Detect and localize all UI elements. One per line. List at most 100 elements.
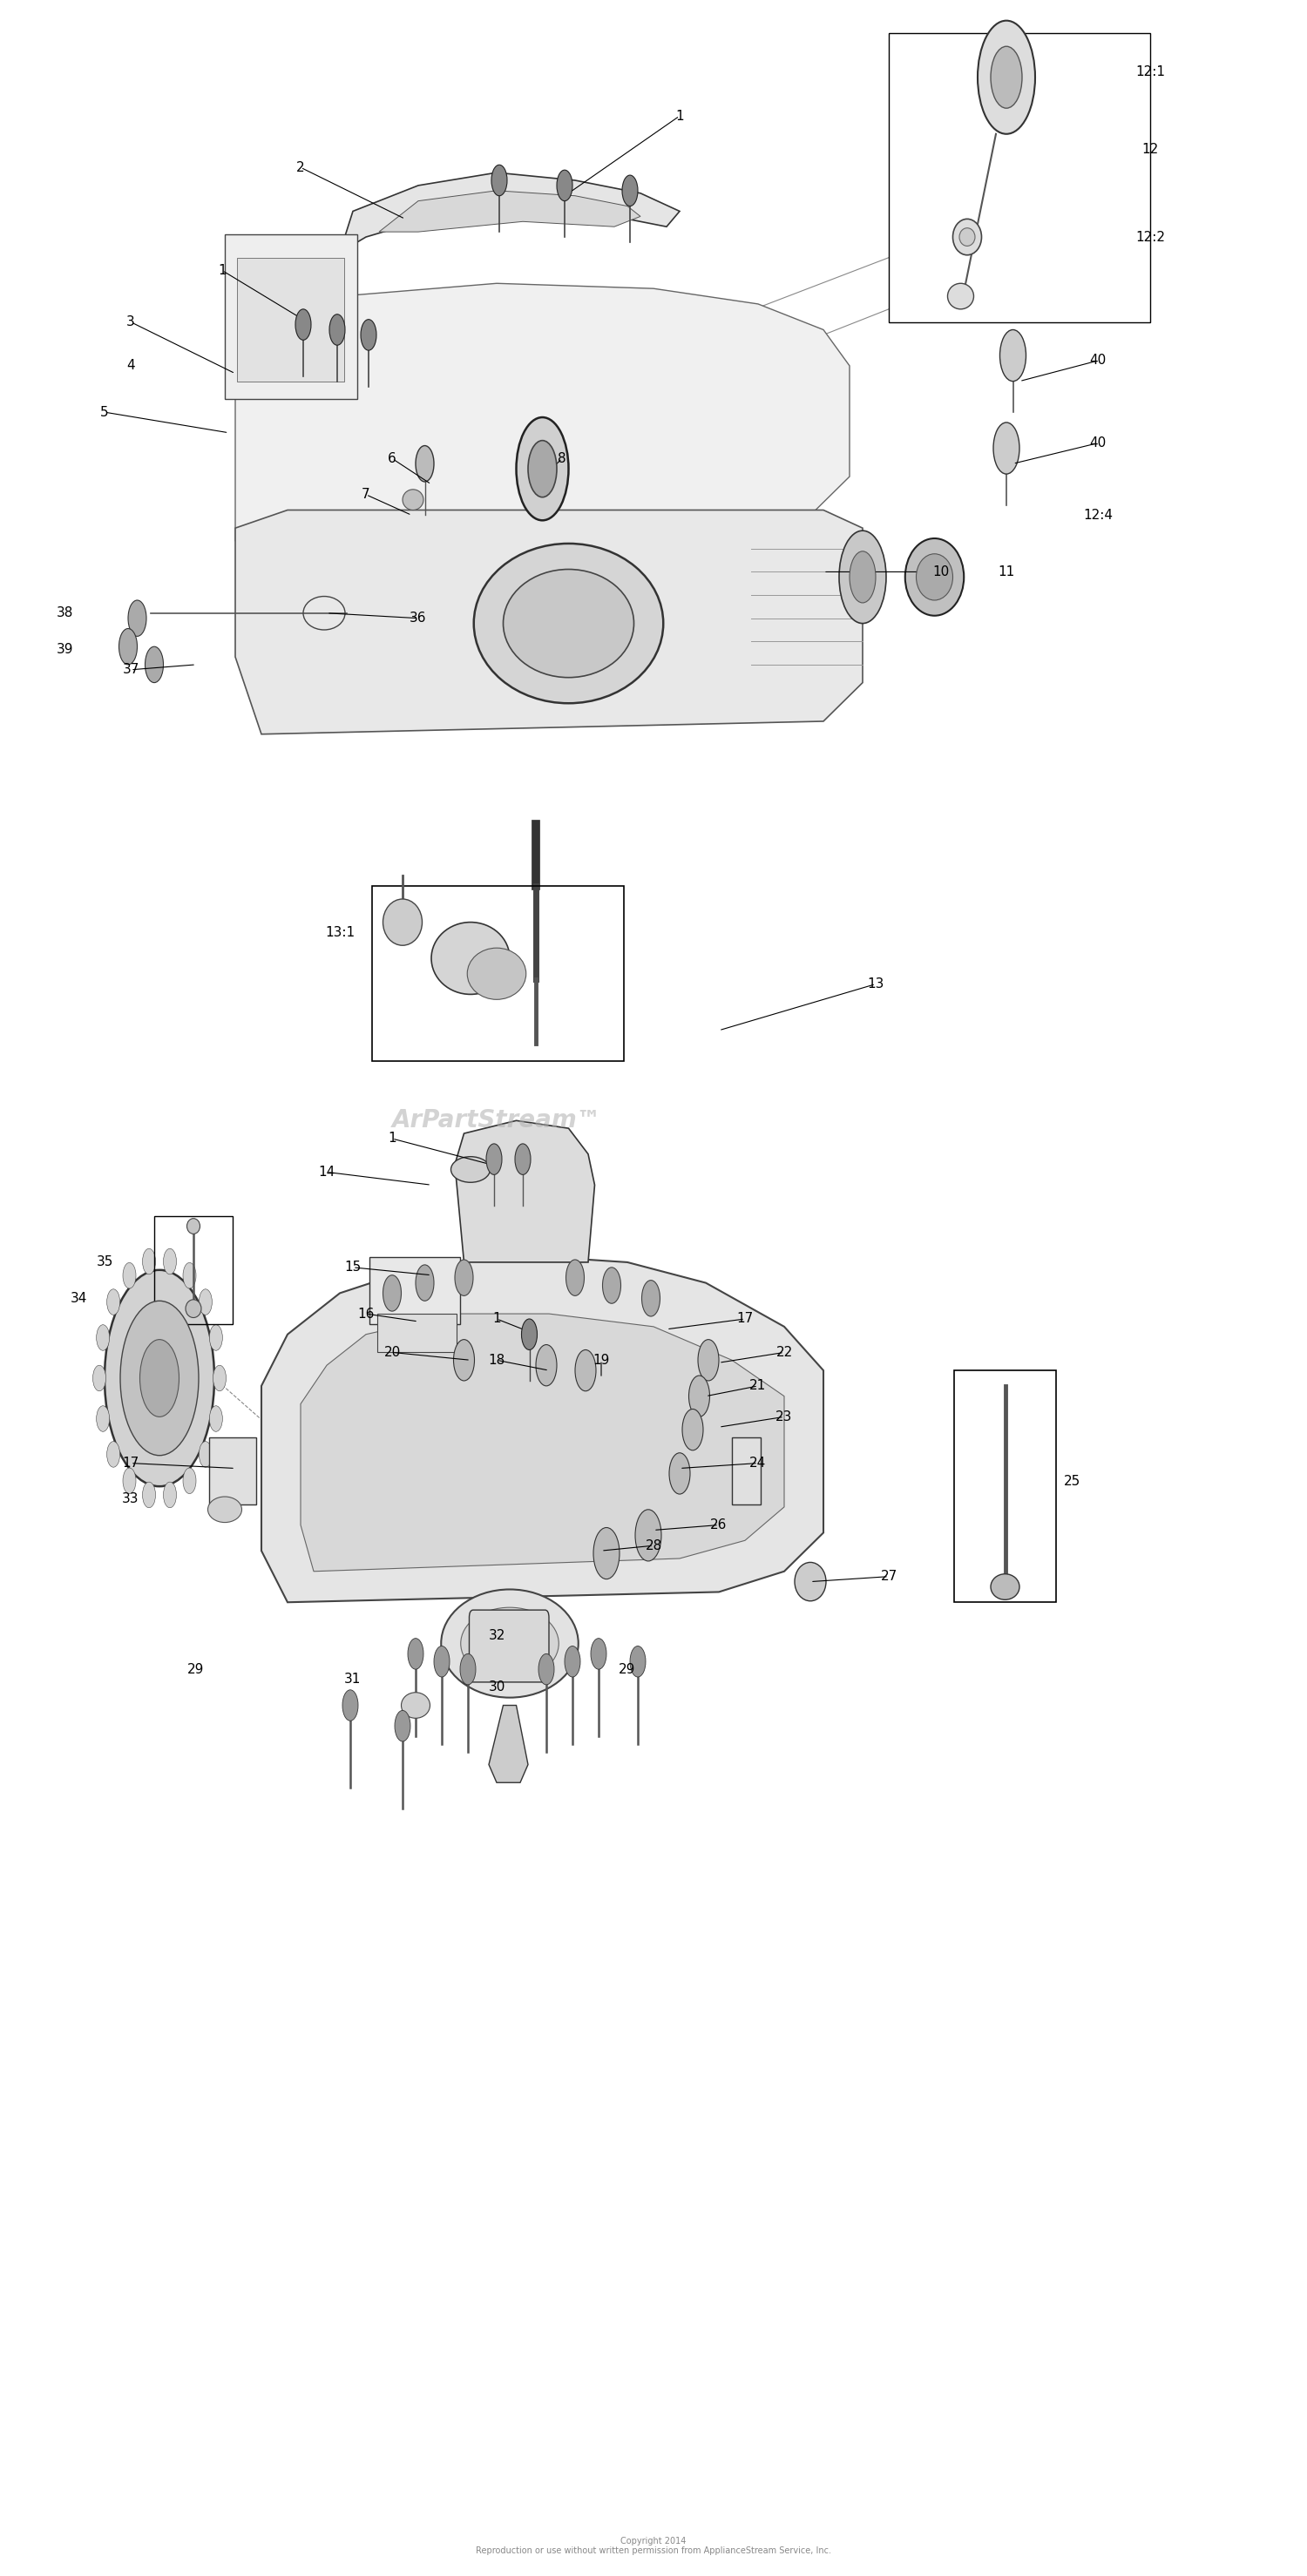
Circle shape (978, 21, 1035, 134)
Text: 12: 12 (1142, 142, 1158, 157)
Circle shape (565, 1646, 580, 1677)
Circle shape (408, 1638, 423, 1669)
Ellipse shape (401, 1692, 430, 1718)
Circle shape (107, 1288, 120, 1314)
Polygon shape (301, 1314, 784, 1571)
Circle shape (120, 1301, 199, 1455)
Circle shape (698, 1340, 719, 1381)
Text: 8: 8 (558, 451, 566, 466)
Text: 13: 13 (868, 976, 884, 992)
Text: 27: 27 (881, 1569, 897, 1584)
Circle shape (163, 1249, 176, 1275)
Text: 16: 16 (358, 1306, 374, 1321)
Ellipse shape (795, 1561, 826, 1600)
Circle shape (183, 1468, 196, 1494)
Polygon shape (455, 1121, 595, 1262)
Circle shape (142, 1481, 156, 1507)
Text: 17: 17 (123, 1455, 139, 1471)
Circle shape (199, 1288, 212, 1314)
Circle shape (105, 1270, 214, 1486)
Text: 37: 37 (123, 662, 139, 677)
Circle shape (839, 531, 886, 623)
Text: 26: 26 (711, 1517, 727, 1533)
Polygon shape (489, 1705, 528, 1783)
Text: 33: 33 (123, 1492, 139, 1507)
Text: 40: 40 (1090, 353, 1106, 368)
FancyBboxPatch shape (225, 234, 357, 399)
Circle shape (454, 1340, 474, 1381)
Text: ArPartStream™: ArPartStream™ (392, 1108, 601, 1133)
Circle shape (361, 319, 376, 350)
Polygon shape (235, 510, 863, 734)
Ellipse shape (904, 538, 963, 616)
Circle shape (416, 1265, 434, 1301)
Circle shape (145, 647, 163, 683)
Text: 7: 7 (362, 487, 370, 502)
Ellipse shape (187, 1218, 200, 1234)
Ellipse shape (208, 1497, 242, 1522)
Circle shape (183, 1262, 196, 1288)
Circle shape (295, 309, 311, 340)
Polygon shape (235, 283, 850, 541)
Text: 1: 1 (388, 1131, 396, 1146)
Text: 5: 5 (101, 404, 108, 420)
Circle shape (460, 1654, 476, 1685)
Text: 15: 15 (345, 1260, 361, 1275)
Circle shape (642, 1280, 660, 1316)
Circle shape (434, 1646, 450, 1677)
Circle shape (635, 1510, 661, 1561)
Text: 12:4: 12:4 (1084, 507, 1112, 523)
FancyBboxPatch shape (378, 1314, 456, 1352)
Ellipse shape (953, 219, 982, 255)
FancyBboxPatch shape (732, 1437, 761, 1504)
Circle shape (991, 46, 1022, 108)
Circle shape (395, 1710, 410, 1741)
Text: 3: 3 (127, 314, 135, 330)
Circle shape (557, 170, 572, 201)
Text: 35: 35 (97, 1255, 112, 1270)
FancyBboxPatch shape (209, 1437, 256, 1504)
Ellipse shape (383, 899, 422, 945)
Circle shape (566, 1260, 584, 1296)
Ellipse shape (403, 489, 423, 510)
Ellipse shape (473, 544, 663, 703)
Text: 29: 29 (620, 1662, 635, 1677)
Ellipse shape (468, 948, 525, 999)
Circle shape (622, 175, 638, 206)
Text: 10: 10 (933, 564, 949, 580)
Circle shape (123, 1468, 136, 1494)
Text: 36: 36 (410, 611, 426, 626)
Circle shape (850, 551, 876, 603)
Text: 20: 20 (384, 1345, 400, 1360)
Circle shape (163, 1481, 176, 1507)
Circle shape (383, 1275, 401, 1311)
Polygon shape (261, 1257, 823, 1602)
Circle shape (515, 1144, 531, 1175)
Circle shape (682, 1409, 703, 1450)
FancyBboxPatch shape (469, 1610, 549, 1682)
Text: 1: 1 (493, 1311, 501, 1327)
Circle shape (521, 1319, 537, 1350)
Circle shape (491, 165, 507, 196)
Circle shape (213, 1365, 226, 1391)
Circle shape (93, 1365, 106, 1391)
Text: 25: 25 (1064, 1473, 1080, 1489)
Circle shape (516, 417, 569, 520)
Circle shape (993, 422, 1019, 474)
Text: 18: 18 (489, 1352, 505, 1368)
Ellipse shape (959, 229, 975, 245)
Text: 12:2: 12:2 (1136, 229, 1165, 245)
Text: Copyright 2014
Reproduction or use without written permission from ApplianceStre: Copyright 2014 Reproduction or use witho… (476, 2537, 831, 2555)
Circle shape (329, 314, 345, 345)
Circle shape (140, 1340, 179, 1417)
Ellipse shape (451, 1157, 490, 1182)
Circle shape (1000, 330, 1026, 381)
Circle shape (142, 1249, 156, 1275)
Circle shape (123, 1262, 136, 1288)
Polygon shape (379, 191, 640, 232)
Text: 28: 28 (646, 1538, 661, 1553)
Text: 23: 23 (776, 1409, 792, 1425)
Circle shape (630, 1646, 646, 1677)
Text: 30: 30 (489, 1680, 505, 1695)
Circle shape (575, 1350, 596, 1391)
